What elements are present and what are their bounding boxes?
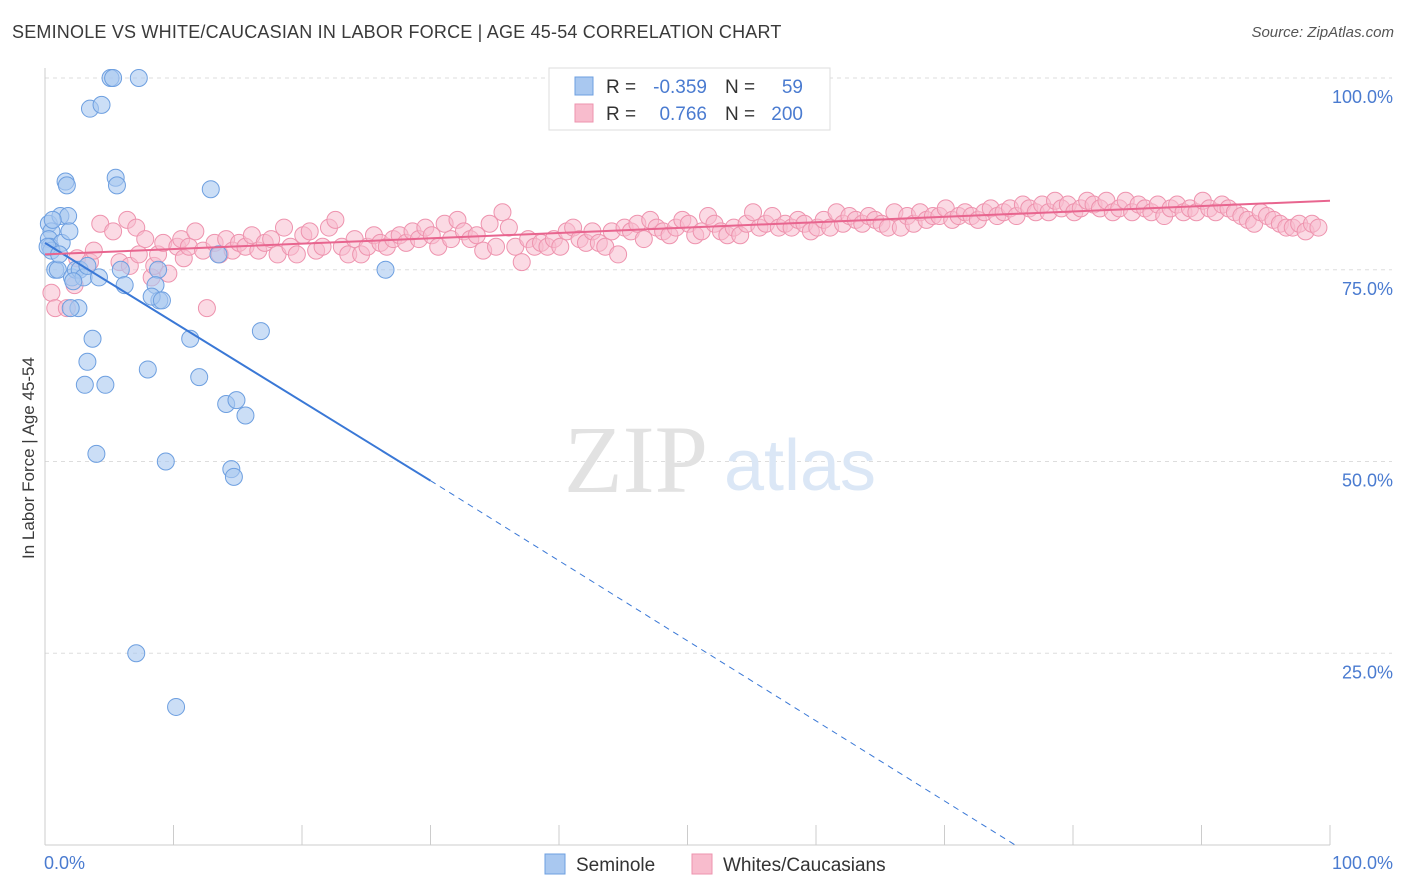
trend-whites [44, 199, 1331, 256]
y-tick-label: 100.0% [1332, 87, 1393, 107]
point-seminole [129, 69, 148, 87]
point-seminole [138, 360, 157, 379]
point-seminole [96, 375, 115, 394]
point-seminole [43, 210, 62, 229]
stats-n-label-2: N = [725, 104, 755, 125]
stats-r-value-2: 0.766 [659, 104, 707, 125]
series-seminole [38, 69, 395, 716]
point-seminole [152, 291, 171, 310]
point-whites [499, 218, 518, 237]
watermark: ZIP atlas [564, 406, 876, 513]
point-seminole [376, 260, 395, 279]
point-whites [104, 222, 123, 241]
trend-lines [44, 199, 1331, 846]
watermark-zip: ZIP [564, 406, 708, 513]
point-whites [84, 241, 103, 260]
point-seminole [78, 256, 97, 275]
point-whites [186, 222, 205, 241]
point-whites [129, 245, 148, 264]
legend-label-whites: Whites/Caucasians [723, 855, 886, 876]
series-whites-caucasians [42, 191, 1328, 318]
x-tick-label: 0.0% [44, 853, 85, 873]
trend-seminole-dashed [430, 480, 1016, 846]
point-whites [313, 237, 332, 256]
point-seminole [111, 260, 130, 279]
stats-r-value-1: -0.359 [653, 77, 707, 98]
point-whites [480, 214, 499, 233]
point-whites [634, 230, 653, 249]
axes [44, 68, 1331, 846]
point-seminole [149, 260, 168, 279]
chart-title: SEMINOLE VS WHITE/CAUCASIAN IN LABOR FOR… [12, 22, 782, 42]
stats-legend: R = -0.359 N = 59 R = 0.766 N = 200 [548, 67, 831, 131]
point-whites [42, 283, 61, 302]
point-whites [275, 218, 294, 237]
y-tick-label: 25.0% [1342, 662, 1393, 682]
legend-swatch-whites [691, 853, 713, 875]
point-seminole [209, 245, 228, 264]
point-whites [287, 245, 306, 264]
point-seminole [107, 176, 126, 195]
point-seminole [190, 368, 209, 387]
point-seminole [104, 69, 123, 87]
y-tick-label: 50.0% [1342, 471, 1393, 491]
point-whites [551, 237, 570, 256]
point-seminole [60, 222, 79, 241]
legend-label-seminole: Seminole [576, 855, 655, 876]
y-axis-label: In Labor Force | Age 45-54 [19, 357, 38, 559]
x-tick-label: 100.0% [1332, 853, 1393, 873]
point-seminole [83, 329, 102, 348]
point-seminole [57, 176, 76, 195]
point-whites [136, 230, 155, 249]
point-seminole [227, 391, 246, 410]
chart-source: Source: ZipAtlas.com [1251, 24, 1394, 41]
point-whites [300, 222, 319, 241]
point-seminole [64, 272, 83, 291]
point-seminole [236, 406, 255, 425]
stats-swatch-seminole [574, 76, 594, 96]
stats-n-label-1: N = [725, 77, 755, 98]
point-whites [609, 245, 628, 264]
point-seminole [92, 95, 111, 114]
point-whites [744, 203, 763, 222]
point-seminole [167, 697, 186, 716]
point-seminole [59, 207, 78, 226]
bottom-legend: Seminole Whites/Caucasians [544, 853, 886, 876]
y-tick-label: 75.0% [1342, 279, 1393, 299]
stats-r-label-2: R = [606, 104, 636, 125]
point-whites [493, 203, 512, 222]
point-whites [262, 230, 281, 249]
point-seminole [61, 299, 80, 318]
stats-n-value-2: 200 [771, 104, 803, 125]
point-seminole [78, 352, 97, 371]
point-seminole [201, 180, 220, 199]
trend-seminole-solid [44, 242, 432, 482]
point-whites [1309, 218, 1328, 237]
stats-r-label-1: R = [606, 77, 636, 98]
point-seminole [156, 452, 175, 471]
stats-n-value-1: 59 [782, 77, 803, 98]
point-seminole [87, 444, 106, 463]
point-seminole [224, 467, 243, 486]
point-whites [197, 299, 216, 318]
point-whites [512, 253, 531, 272]
point-whites [326, 210, 345, 229]
point-seminole [127, 644, 146, 663]
point-whites [487, 237, 506, 256]
legend-swatch-seminole [544, 853, 566, 875]
stats-swatch-whites [574, 103, 594, 123]
grid [45, 77, 1392, 654]
watermark-atlas: atlas [724, 426, 876, 506]
tick-labels: 100.0% 75.0% 50.0% 25.0% 0.0% 100.0% [44, 87, 1393, 873]
point-seminole [75, 375, 94, 394]
point-seminole [251, 322, 270, 341]
